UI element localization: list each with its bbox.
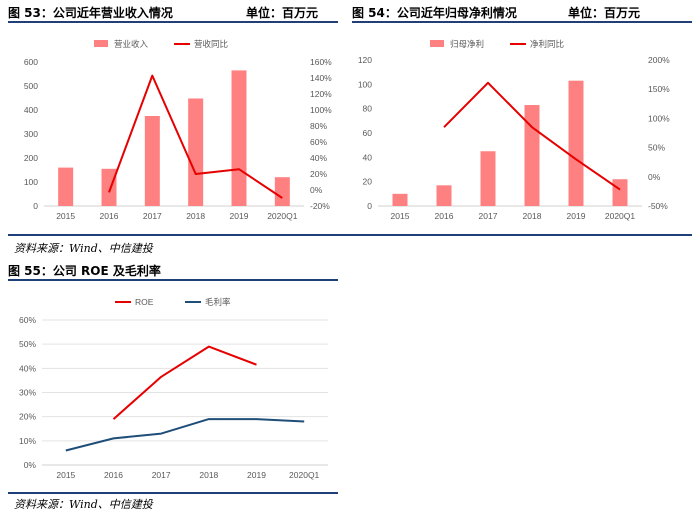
series-line	[112, 345, 257, 420]
y-left-tick-label: 100	[24, 177, 38, 187]
y-right-tick-label: 20%	[310, 169, 327, 179]
bottom-source-note: 资料来源：Wind、中信建投	[14, 498, 153, 511]
bar	[568, 80, 584, 206]
legend-label: 净利同比	[530, 39, 564, 49]
bar	[274, 177, 290, 206]
y-left-tick-label: 30%	[19, 388, 36, 398]
bar	[144, 116, 160, 206]
legend-label: 归母净利	[450, 39, 484, 49]
top-source-rule	[8, 234, 692, 236]
y-left-tick-label: 40%	[19, 363, 36, 373]
net-profit-chart: 0 20 40 60 80 100 120 -50% 0% 50% 100% 150% 200% 2015…	[358, 39, 670, 221]
x-tick-label: 2015	[56, 470, 75, 480]
x-tick-label: 2015	[391, 211, 410, 221]
y-right-tick-label: 60%	[310, 137, 327, 147]
x-tick-label: 2017	[143, 211, 162, 221]
y-left-tick-label: 200	[24, 153, 38, 163]
bar	[231, 70, 247, 207]
y-right-tick-label: 80%	[310, 121, 327, 131]
bar	[436, 185, 452, 206]
revenue-chart: 0 100 200 300 400 500 600 -20% 0% 20% 40% 60% 80% 100…	[24, 39, 332, 221]
legend-swatch	[94, 40, 108, 47]
fig53-title: 图 53：公司近年营业收入情况	[8, 6, 173, 20]
y-left-tick-label: 20%	[19, 412, 36, 422]
y-right-tick-label: 0%	[310, 185, 323, 195]
y-left-tick-label: 80	[363, 104, 373, 114]
y-right-tick-label: 40%	[310, 153, 327, 163]
fig54-title-rule	[352, 21, 692, 23]
x-tick-label: 2016	[100, 211, 119, 221]
legend-label: 营收同比	[194, 39, 228, 49]
legend-label: ROE	[135, 297, 154, 307]
y-left-tick-label: 50%	[19, 339, 36, 349]
y-right-tick-label: 150%	[648, 84, 670, 94]
y-right-tick-label: 160%	[310, 57, 332, 67]
y-left-tick-label: 500	[24, 81, 38, 91]
y-left-tick-label: 60%	[19, 315, 36, 325]
y-left-tick-label: 400	[24, 105, 38, 115]
y-left-tick-label: 0	[33, 201, 38, 211]
y-right-tick-label: 140%	[310, 73, 332, 83]
x-tick-label: 2018	[199, 470, 218, 480]
legend-label: 毛利率	[205, 297, 231, 307]
roe-margin-chart: 0% 10% 20% 30% 40% 50% 60% 2015 2016 2017 2018 2019…	[19, 297, 328, 480]
x-tick-label: 2018	[523, 211, 542, 221]
fig55-title-rule	[8, 279, 338, 281]
series-line	[108, 74, 283, 199]
y-left-tick-label: 20	[363, 177, 373, 187]
y-left-tick-label: 0	[367, 201, 372, 211]
bar	[188, 98, 204, 206]
y-left-tick-label: 300	[24, 129, 38, 139]
x-tick-label: 2018	[186, 211, 205, 221]
series-line	[443, 81, 621, 191]
y-left-tick-label: 0%	[24, 460, 37, 470]
bar	[392, 193, 408, 206]
y-left-tick-label: 40	[363, 152, 373, 162]
bar	[101, 168, 117, 206]
series-line	[65, 418, 305, 452]
y-right-tick-label: 120%	[310, 89, 332, 99]
fig54-title: 图 54：公司近年归母净利情况	[352, 6, 517, 20]
y-left-tick-label: 600	[24, 57, 38, 67]
x-tick-label: 2017	[152, 470, 171, 480]
bar	[58, 167, 74, 206]
x-tick-label: 2020Q1	[289, 470, 320, 480]
bar	[524, 105, 540, 206]
y-right-tick-label: 100%	[310, 105, 332, 115]
legend-label: 营业收入	[114, 39, 149, 49]
x-tick-label: 2019	[567, 211, 586, 221]
x-tick-label: 2019	[247, 470, 266, 480]
y-right-tick-label: -20%	[310, 201, 330, 211]
fig53-unit: 单位：百万元	[246, 6, 319, 20]
x-tick-label: 2015	[56, 211, 75, 221]
top-source-note: 资料来源：Wind、中信建投	[14, 242, 153, 255]
x-tick-label: 2017	[479, 211, 498, 221]
fig54-unit: 单位：百万元	[568, 6, 641, 20]
x-tick-label: 2020Q1	[605, 211, 636, 221]
y-right-tick-label: -50%	[648, 201, 668, 211]
y-left-tick-label: 120	[358, 55, 372, 65]
y-left-tick-label: 60	[363, 128, 373, 138]
x-tick-label: 2020Q1	[267, 211, 298, 221]
y-right-tick-label: 50%	[648, 143, 665, 153]
legend-swatch	[430, 40, 444, 47]
bar	[480, 151, 496, 206]
x-tick-label: 2019	[230, 211, 249, 221]
y-left-tick-label: 10%	[19, 436, 36, 446]
fig55-title: 图 55：公司 ROE 及毛利率	[8, 264, 161, 278]
y-right-tick-label: 0%	[648, 172, 661, 182]
y-left-tick-label: 100	[358, 79, 372, 89]
bottom-source-rule	[8, 492, 338, 494]
y-right-tick-label: 200%	[648, 55, 670, 65]
x-tick-label: 2016	[104, 470, 123, 480]
x-tick-label: 2016	[435, 211, 454, 221]
fig53-title-rule	[8, 21, 338, 23]
y-right-tick-label: 100%	[648, 113, 670, 123]
bar	[612, 179, 628, 206]
